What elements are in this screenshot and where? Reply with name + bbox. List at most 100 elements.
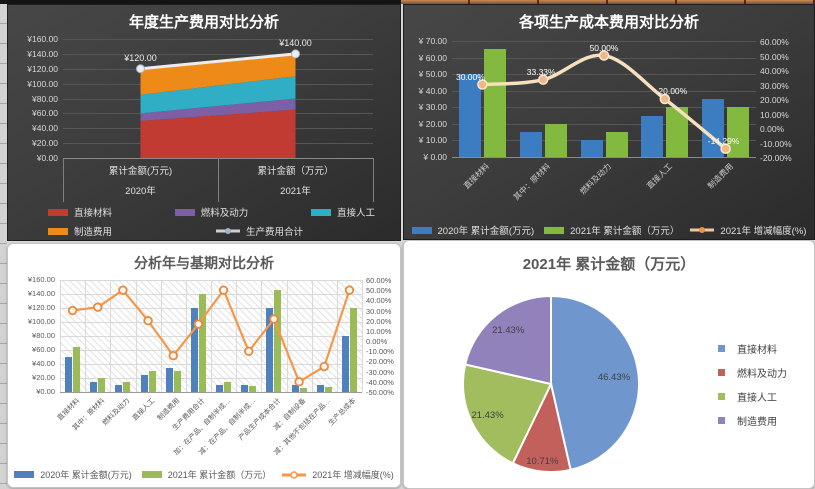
y2-axis-tick: -20.00% (366, 357, 394, 367)
y2-axis-tick: -50.00% (366, 388, 394, 397)
bar-series1-cat7[interactable] (249, 385, 257, 392)
legend-swatch (718, 369, 725, 376)
line-marker[interactable] (136, 64, 145, 74)
pie-slice-3[interactable] (464, 294, 552, 386)
pct-line[interactable] (71, 289, 351, 383)
legend-item-3[interactable]: 制造费用 (48, 224, 112, 238)
legend-label: 2021年 增减幅度(%) (312, 470, 394, 480)
line-marker[interactable] (168, 350, 178, 361)
legend-line-dot (224, 228, 231, 234)
line-marker[interactable] (291, 49, 300, 59)
bar-series0-cat0[interactable] (65, 357, 73, 392)
pie-plot (462, 294, 640, 473)
bar-series1-cat2[interactable] (123, 381, 131, 392)
chart-cost-item-comparison[interactable]: 各项生产成本费用对比分析 ¥ 0.00 ¥ 10.00 ¥ 20.00 ¥ 30.00… (403, 4, 815, 240)
bar-series0-cat3[interactable] (641, 115, 664, 157)
bar-series0-cat1[interactable] (519, 132, 542, 157)
legend-item-1[interactable]: 2021年 累计金额（万元） (544, 223, 679, 237)
line-marker[interactable] (143, 316, 153, 326)
bar-series1-cat11[interactable] (349, 308, 357, 392)
area-series-3[interactable] (140, 53, 296, 95)
bar-series0-cat4[interactable] (165, 367, 173, 392)
y-axis-tick: ¥120.00 (27, 303, 55, 312)
line-marker[interactable] (193, 319, 204, 329)
legend-item-3[interactable]: 制造费用 (718, 413, 787, 428)
line-marker[interactable] (294, 377, 304, 387)
bar-series0-cat0[interactable] (458, 74, 481, 157)
y2-axis-tick: 40.00% (366, 296, 392, 306)
line-marker[interactable] (118, 285, 128, 295)
bar-series0-cat9[interactable] (291, 385, 299, 392)
legend-item-1[interactable]: 燃料及动力 (174, 205, 248, 219)
chart-2021-amount-pie[interactable]: 2021年 累计金额（万元） 46.43% 10.71% 21.43% 21.43% 直… (403, 240, 815, 489)
legend-item-0[interactable]: 直接材料 (48, 205, 112, 219)
bar-series1-cat8[interactable] (274, 289, 282, 392)
legend-item-2[interactable]: 直接人工 (310, 205, 375, 219)
bar-series1-cat4[interactable] (173, 371, 181, 392)
line-marker[interactable] (269, 314, 279, 324)
bar-series0-cat3[interactable] (140, 374, 148, 392)
bar-series0-cat5[interactable] (190, 308, 198, 392)
category-caption: 累计金额(万元) (108, 166, 173, 177)
legend-item-1[interactable]: 燃料及动力 (718, 365, 787, 380)
bar-series1-cat0[interactable] (483, 49, 506, 157)
y2-axis-tick: 60.00% (366, 276, 392, 285)
bar-series0-cat1[interactable] (90, 381, 98, 392)
bar-series0-cat2[interactable] (580, 140, 603, 157)
line-marker[interactable] (598, 50, 610, 61)
bar-series1-cat2[interactable] (605, 132, 628, 157)
bar-series1-cat6[interactable] (224, 381, 232, 392)
line-marker[interactable] (93, 302, 103, 312)
v-gridline (60, 280, 61, 392)
legend-item-2[interactable]: 直接人工 (718, 389, 787, 404)
legend-item-line[interactable]: 2021年 增减幅度(%) (689, 223, 806, 237)
y-axis-tick: ¥140.00 (27, 289, 55, 298)
bar-series0-cat11[interactable] (341, 336, 349, 392)
bar-series1-cat9[interactable] (299, 387, 307, 392)
line-marker[interactable] (477, 79, 488, 90)
chart-annual-production-cost[interactable]: 年度生产费用对比分析 ¥0.00 ¥20.00 ¥40.00 ¥60.00 ¥80.00… (7, 4, 401, 241)
legend-item-1[interactable]: 2021年 累计金额（万元） (141, 468, 271, 481)
line-marker[interactable] (244, 346, 254, 356)
category-label: 2021年 (280, 186, 311, 197)
line-marker[interactable] (720, 143, 731, 154)
bar-series1-cat3[interactable] (666, 107, 689, 157)
legend-item-line[interactable]: 2021年 增减幅度(%) (281, 468, 394, 481)
pie-slice-2[interactable] (462, 363, 553, 465)
bar-series0-cat2[interactable] (115, 385, 123, 392)
bar-series1-cat1[interactable] (98, 378, 106, 392)
bar-series0-cat6[interactable] (216, 385, 224, 392)
bar-series1-cat3[interactable] (148, 371, 156, 392)
legend-label: 2021年 增减幅度(%) (720, 226, 807, 237)
bar-series1-cat1[interactable] (544, 123, 567, 157)
legend-item-0[interactable]: 2020年 累计金额(万元) (14, 468, 132, 481)
chart-base-period-comparison[interactable]: 分析年与基期对比分析 ¥0.00 ¥20.00 ¥40.00 ¥60.00 ¥80.00… (7, 243, 401, 488)
line-marker[interactable] (344, 285, 355, 295)
line-marker[interactable] (537, 74, 549, 85)
line-marker[interactable] (67, 305, 78, 316)
y-axis-tick: ¥ 40.00 (418, 85, 447, 96)
bar-series0-cat10[interactable] (316, 385, 324, 392)
line-marker[interactable] (218, 285, 229, 295)
bar-series0-cat7[interactable] (241, 385, 249, 392)
area-series-2[interactable] (140, 76, 296, 114)
chart-title: 2021年 累计金额（万元） (522, 256, 696, 273)
bar-series1-cat0[interactable] (73, 346, 81, 392)
y2-axis-tick: -40.00% (366, 377, 394, 387)
pie-slice-0[interactable] (550, 294, 640, 471)
bar-series1-cat10[interactable] (324, 387, 332, 392)
bar-series0-cat8[interactable] (266, 308, 274, 392)
v-gridline (160, 280, 162, 392)
line-legend-swatch (215, 228, 240, 234)
line-marker[interactable] (319, 361, 329, 372)
legend-item-0[interactable]: 2020年 累计金额(万元) (411, 223, 534, 237)
legend-item-line[interactable]: 生产费用合计 (215, 224, 303, 238)
bar-series1-cat5[interactable] (198, 294, 206, 392)
line-marker[interactable] (659, 93, 671, 105)
bar-series1-cat4[interactable] (727, 107, 750, 157)
area-series-1[interactable] (140, 98, 296, 121)
y-axis-tick: ¥ 50.00 (418, 69, 447, 80)
total-line[interactable] (139, 52, 297, 71)
legend-item-0[interactable]: 直接材料 (718, 341, 787, 356)
area-series-0[interactable] (140, 109, 296, 158)
